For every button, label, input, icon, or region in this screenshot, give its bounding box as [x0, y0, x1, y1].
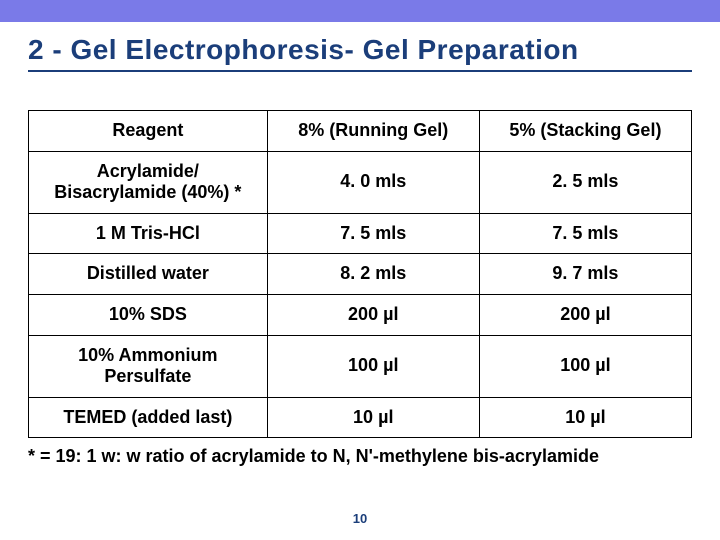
cell-stacking: 200 µl — [479, 294, 691, 335]
cell-running: 200 µl — [267, 294, 479, 335]
page-number: 10 — [0, 511, 720, 526]
table-row: 10% Ammonium Persulfate 100 µl 100 µl — [29, 335, 692, 397]
cell-stacking: 2. 5 mls — [479, 151, 691, 213]
table-row: 10% SDS 200 µl 200 µl — [29, 294, 692, 335]
cell-reagent: Acrylamide/ Bisacrylamide (40%) * — [29, 151, 268, 213]
slide-top-bar — [0, 0, 720, 22]
cell-running: 8. 2 mls — [267, 254, 479, 295]
cell-running: 4. 0 mls — [267, 151, 479, 213]
cell-stacking: 100 µl — [479, 335, 691, 397]
table-footnote: * = 19: 1 w: w ratio of acrylamide to N,… — [0, 438, 720, 467]
table-row: Acrylamide/ Bisacrylamide (40%) * 4. 0 m… — [29, 151, 692, 213]
table-row: Distilled water 8. 2 mls 9. 7 mls — [29, 254, 692, 295]
cell-stacking: 7. 5 mls — [479, 213, 691, 254]
cell-reagent: 10% SDS — [29, 294, 268, 335]
gel-prep-table: Reagent 8% (Running Gel) 5% (Stacking Ge… — [28, 110, 692, 438]
cell-reagent: 1 M Tris-HCl — [29, 213, 268, 254]
table-row: TEMED (added last) 10 µl 10 µl — [29, 397, 692, 438]
cell-reagent: Distilled water — [29, 254, 268, 295]
table-row: 1 M Tris-HCl 7. 5 mls 7. 5 mls — [29, 213, 692, 254]
col-header-running-gel: 8% (Running Gel) — [267, 111, 479, 152]
cell-running: 100 µl — [267, 335, 479, 397]
col-header-stacking-gel: 5% (Stacking Gel) — [479, 111, 691, 152]
cell-running: 7. 5 mls — [267, 213, 479, 254]
cell-reagent: TEMED (added last) — [29, 397, 268, 438]
col-header-reagent: Reagent — [29, 111, 268, 152]
cell-stacking: 9. 7 mls — [479, 254, 691, 295]
slide-title: 2 - Gel Electrophoresis- Gel Preparation — [0, 22, 720, 70]
table-header-row: Reagent 8% (Running Gel) 5% (Stacking Ge… — [29, 111, 692, 152]
cell-running: 10 µl — [267, 397, 479, 438]
cell-stacking: 10 µl — [479, 397, 691, 438]
cell-reagent: 10% Ammonium Persulfate — [29, 335, 268, 397]
gel-prep-table-container: Reagent 8% (Running Gel) 5% (Stacking Ge… — [0, 72, 720, 438]
